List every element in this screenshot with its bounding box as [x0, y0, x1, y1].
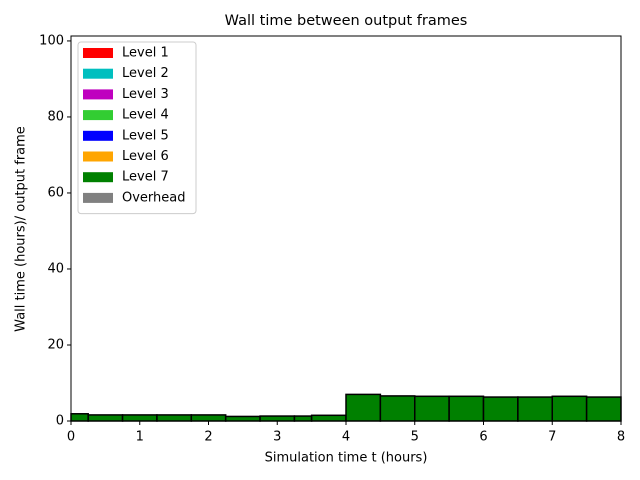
bar — [448, 395, 485, 422]
bar — [259, 415, 296, 422]
legend-swatch — [83, 48, 113, 58]
x-tick-label: 7 — [548, 430, 556, 445]
y-axis-label: Wall time (hours)/ output frame — [14, 126, 29, 332]
bar — [517, 396, 553, 422]
legend-label: Level 3 — [122, 87, 169, 102]
bar — [310, 414, 347, 422]
x-tick-label: 3 — [273, 430, 281, 445]
legend-label: Level 4 — [122, 108, 169, 123]
x-tick-label: 0 — [67, 430, 75, 445]
y-tick-label: 80 — [47, 109, 64, 124]
legend-swatch — [83, 89, 113, 100]
legend-swatch — [83, 68, 113, 79]
bar — [293, 415, 313, 422]
bar — [551, 395, 588, 422]
bar — [482, 396, 519, 422]
x-tick-label: 5 — [411, 430, 419, 445]
legend-swatch — [83, 151, 113, 162]
bar — [156, 414, 193, 422]
x-tick-label: 6 — [479, 430, 487, 445]
bar — [585, 396, 622, 422]
legend-label: Level 5 — [122, 128, 169, 143]
chart-title: Wall time between output frames — [225, 13, 468, 29]
legend-box — [77, 41, 197, 215]
x-tick-label: 2 — [204, 430, 212, 445]
legend-swatch — [83, 130, 113, 141]
legend-label: Level 6 — [122, 149, 169, 164]
x-tick-label: 1 — [136, 430, 144, 445]
bar — [414, 395, 450, 422]
x-tick-label: 8 — [617, 430, 625, 445]
legend-swatch — [83, 110, 113, 121]
bar — [70, 413, 89, 422]
legend-swatch — [83, 192, 113, 203]
legend-label: Level 2 — [122, 66, 169, 81]
bar — [87, 414, 124, 422]
y-tick-label: 0 — [56, 414, 64, 429]
y-tick-label: 100 — [39, 33, 64, 48]
bar — [190, 414, 227, 422]
bar — [121, 414, 158, 422]
bar — [224, 415, 261, 422]
y-tick-label: 40 — [47, 261, 64, 276]
legend-label: Level 1 — [122, 46, 169, 61]
bar — [379, 395, 416, 422]
x-tick-label: 4 — [342, 430, 350, 445]
bar — [345, 393, 382, 422]
x-axis-label: Simulation time t (hours) — [265, 451, 428, 466]
y-tick-label: 20 — [47, 337, 64, 352]
legend-swatch — [83, 172, 113, 183]
legend-label: Overhead — [122, 190, 186, 205]
legend-label: Level 7 — [122, 170, 169, 185]
y-tick-label: 60 — [47, 185, 64, 200]
